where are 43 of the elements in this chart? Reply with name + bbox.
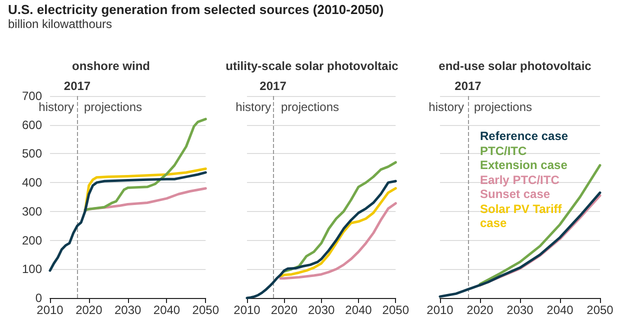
ref-line-label: 2017 bbox=[64, 79, 91, 93]
y-tick-label: 400 bbox=[22, 176, 42, 190]
ref-line-label: 2017 bbox=[454, 79, 482, 93]
x-tick-label: 2010 bbox=[426, 303, 454, 317]
x-tick-label: 2040 bbox=[153, 303, 180, 317]
annotation: history bbox=[38, 100, 74, 114]
x-tick-label: 2040 bbox=[546, 303, 574, 317]
y-tick-label: 600 bbox=[22, 118, 42, 132]
x-tick-label: 2050 bbox=[382, 303, 410, 317]
y-tick-label: 700 bbox=[22, 89, 42, 103]
x-tick-label: 2040 bbox=[345, 303, 372, 317]
text: PTC/ITC Extension case bbox=[480, 144, 568, 172]
x-tick-label: 2010 bbox=[234, 303, 261, 317]
annotation: history bbox=[428, 100, 464, 114]
x-tick-label: 2030 bbox=[114, 303, 142, 317]
text: U.S. electricity generation from selected sources (2010-2050) bbox=[8, 2, 384, 17]
legend-label: Solar PV Tariff case bbox=[480, 202, 566, 230]
x-tick-label: 2020 bbox=[270, 303, 298, 317]
chart-title: end-use solar photovoltaic bbox=[438, 59, 592, 73]
text: Early PTC/ITC Sunset case bbox=[480, 173, 563, 201]
y-tick-label: 200 bbox=[22, 233, 42, 248]
x-tick-label: 2030 bbox=[308, 303, 335, 317]
y-tick-label: 500 bbox=[22, 146, 42, 161]
y-tick-label: 0 bbox=[35, 291, 42, 305]
chart-title: onshore wind bbox=[72, 59, 150, 73]
x-tick-label: 2030 bbox=[506, 303, 534, 317]
y-tick-label: 100 bbox=[22, 262, 42, 276]
x-tick-label: 2050 bbox=[192, 303, 220, 317]
y-tick-label: 300 bbox=[22, 204, 42, 218]
chart-title: utility-scale solar photovoltaic bbox=[226, 59, 399, 73]
annotation: projections bbox=[84, 100, 142, 114]
ref-line-label: 2017 bbox=[260, 79, 287, 93]
x-tick-label: 2020 bbox=[466, 303, 494, 317]
x-tick-label: 2010 bbox=[36, 303, 64, 317]
x-tick-label: 2050 bbox=[586, 303, 614, 317]
annotation: history bbox=[236, 100, 271, 114]
annotation: projections bbox=[474, 100, 532, 114]
annotation: projections bbox=[281, 100, 340, 114]
text: Reference case bbox=[480, 129, 568, 143]
line-series bbox=[48, 171, 207, 272]
x-tick-label: 2020 bbox=[76, 303, 103, 317]
line-series bbox=[84, 118, 207, 212]
text: billion kilowatthours bbox=[8, 17, 114, 31]
